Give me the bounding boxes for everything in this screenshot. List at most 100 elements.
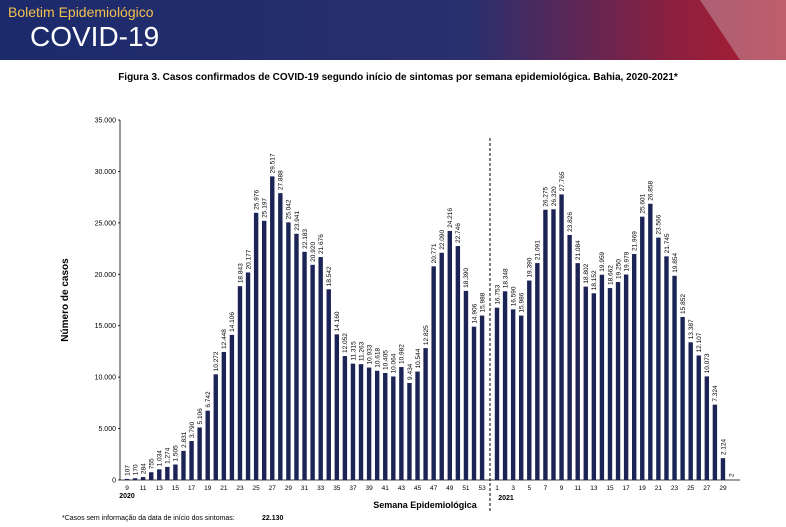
value-label: 21.969: [631, 231, 638, 251]
footnote: *Casos sem informação da data de início …: [62, 515, 235, 522]
x-axis-label: Semana Epidemiológica: [373, 500, 478, 510]
value-label: 20.177: [245, 249, 252, 269]
bar: [599, 274, 605, 480]
chart-title: Figura 3. Casos confirmados de COVID-19 …: [118, 72, 678, 83]
bar: [302, 251, 307, 480]
value-label: 21.091: [535, 240, 542, 260]
y-tick-label: 30.000: [95, 169, 117, 176]
x-tick-label: 15: [606, 485, 614, 492]
x-tick-label: 53: [478, 485, 486, 492]
value-label: 11.263: [358, 341, 365, 361]
bar: [189, 441, 194, 480]
x-tick-label: 23: [671, 485, 679, 492]
x-tick-label: 21: [655, 485, 663, 492]
value-label: 2: [728, 473, 735, 477]
bar: [334, 334, 340, 480]
value-label: 26.275: [543, 186, 550, 206]
y-axis-label: Número de casos: [60, 258, 71, 342]
value-label: 25.976: [253, 190, 260, 210]
bar: [631, 254, 637, 480]
bar: [181, 450, 186, 480]
banner-kicker: Boletim Epidemiológico: [8, 4, 154, 20]
value-label: 20.771: [431, 243, 438, 263]
x-tick-label: 13: [156, 485, 164, 492]
value-label: 1.505: [173, 445, 180, 462]
value-label: 19.979: [623, 251, 630, 271]
value-label: 14.906: [471, 303, 478, 323]
x-tick-label: 37: [349, 485, 357, 492]
bar: [664, 256, 669, 480]
value-label: 1.274: [165, 447, 172, 464]
y-tick-label: 20.000: [95, 272, 117, 279]
x-tick-label: 41: [382, 485, 390, 492]
value-label: 29.517: [270, 153, 277, 173]
x-tick-label: 25: [253, 485, 261, 492]
footnote-value: 22.130: [262, 515, 284, 522]
value-label: 12.448: [221, 329, 228, 349]
bar: [551, 209, 556, 480]
x-tick-label: 27: [703, 485, 711, 492]
value-label: 18.390: [463, 268, 470, 288]
bar: [680, 316, 685, 480]
bar: [383, 372, 388, 480]
bar: [527, 280, 532, 480]
year-label: 2020: [119, 493, 135, 500]
bar: [318, 257, 323, 480]
value-label: 16.753: [494, 284, 501, 304]
value-label: 15.852: [680, 294, 687, 314]
y-tick-label: 25.000: [95, 220, 117, 227]
value-label: 755: [149, 458, 156, 469]
y-tick-label: 10.000: [95, 375, 117, 382]
x-tick-label: 43: [398, 485, 406, 492]
x-tick-label: 47: [430, 485, 438, 492]
value-label: 26.320: [551, 186, 558, 206]
value-label: 22.746: [455, 223, 462, 243]
value-label: 12.107: [696, 332, 703, 352]
x-tick-label: 13: [590, 485, 598, 492]
value-label: 10.618: [374, 348, 381, 368]
x-tick-label: 15: [172, 485, 180, 492]
value-label: 284: [140, 463, 147, 474]
bar: [623, 274, 629, 480]
bar: [479, 315, 485, 480]
x-tick-label: 19: [639, 485, 647, 492]
bar: [399, 367, 404, 480]
year-label: 2021: [498, 495, 514, 502]
bar: [688, 342, 693, 480]
value-label: 6.742: [205, 391, 212, 408]
value-label: 10.073: [704, 353, 711, 373]
bar: [607, 288, 613, 480]
value-label: 12.825: [423, 325, 430, 345]
value-label: 23.826: [567, 212, 574, 232]
y-tick-label: 0: [112, 478, 116, 485]
value-label: 1.034: [157, 450, 164, 467]
x-tick-label: 17: [623, 485, 631, 492]
bar: [431, 266, 436, 480]
value-label: 18.802: [583, 263, 590, 283]
x-tick-label: 31: [301, 485, 309, 492]
value-label: 3.790: [189, 421, 196, 438]
bar: [559, 194, 564, 480]
value-label: 10.064: [391, 353, 398, 373]
bar: [124, 478, 130, 480]
value-label: 21.084: [575, 240, 582, 260]
bar: [407, 382, 412, 480]
bar: [615, 282, 621, 480]
x-tick-label: 3: [511, 485, 515, 492]
value-label: 22.183: [302, 229, 309, 249]
value-label: 2.124: [720, 439, 727, 456]
bar: [245, 272, 251, 480]
bar: [294, 233, 299, 480]
x-tick-label: 19: [204, 485, 212, 492]
value-label: 7.324: [712, 385, 719, 402]
bar: [640, 216, 645, 481]
bar: [415, 371, 420, 480]
value-label: 25.042: [286, 199, 293, 219]
x-tick-label: 9: [560, 485, 564, 492]
bar: [648, 203, 653, 481]
bar: [205, 410, 210, 480]
value-label: 18.348: [502, 268, 509, 288]
x-tick-label: 29: [285, 485, 293, 492]
banner: [0, 0, 786, 60]
